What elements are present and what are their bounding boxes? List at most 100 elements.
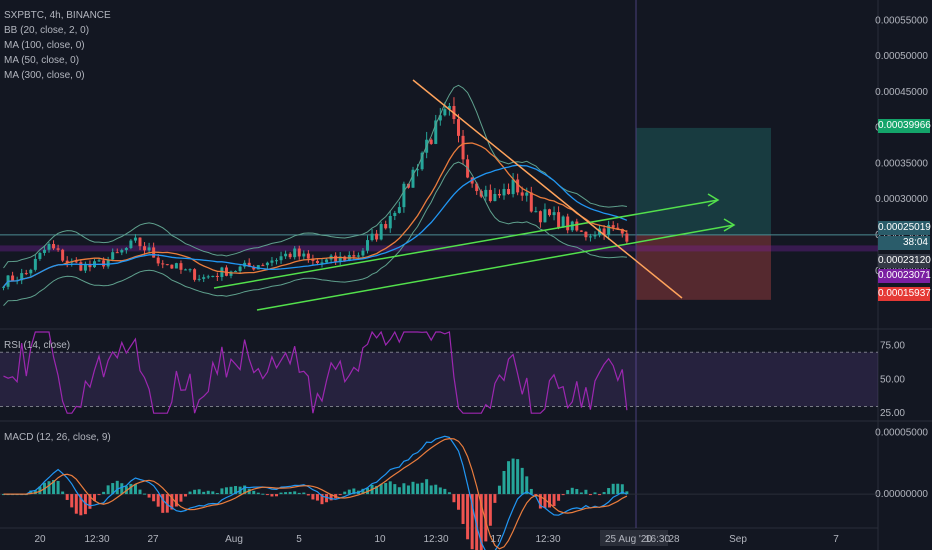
candle <box>124 248 128 251</box>
indicator-ma300[interactable]: MA (300, close, 0) <box>4 70 85 81</box>
rsi-label[interactable]: RSI (14, close) <box>4 340 71 351</box>
macd-line <box>3 435 628 550</box>
candle <box>29 269 33 274</box>
macd-histogram-bar <box>434 484 438 495</box>
macd-histogram-bar <box>156 494 160 507</box>
candle <box>138 237 142 247</box>
candle <box>56 248 60 250</box>
macd-histogram-bar <box>443 488 447 495</box>
candle <box>297 248 301 257</box>
rsi-line <box>3 330 628 414</box>
macd-histogram-bar <box>352 488 356 495</box>
macd-histogram-bar <box>61 491 65 495</box>
macd-histogram-bar <box>47 481 51 495</box>
candle <box>115 252 119 254</box>
profit-zone <box>636 127 771 235</box>
candle <box>224 267 228 276</box>
macd-histogram-bar <box>466 494 470 540</box>
candle <box>375 233 379 240</box>
macd-histogram-bar <box>193 489 197 495</box>
candle <box>416 169 420 171</box>
candle <box>61 249 65 261</box>
macd-histogram-bar <box>288 491 292 495</box>
macd-tick-label: 0.00005000 <box>875 427 928 438</box>
time-tick-label: 10 <box>374 534 386 545</box>
candle <box>620 228 624 234</box>
candle <box>511 179 515 195</box>
candle <box>325 259 329 263</box>
candle <box>388 215 392 229</box>
macd-histogram-bar <box>165 494 169 513</box>
macd-histogram-bar <box>588 494 592 496</box>
candle <box>111 252 115 260</box>
main-legend: SXPBTC, 4h, BINANCE BB (20, close, 2, 0)… <box>4 8 111 83</box>
candle <box>457 119 460 136</box>
candle <box>129 240 133 249</box>
candle <box>543 209 547 223</box>
candle <box>343 256 347 261</box>
macd-histogram-bar <box>79 494 83 516</box>
rsi-tick-label: 75.00 <box>880 341 905 352</box>
macd-histogram-bar <box>306 494 310 496</box>
candle <box>65 260 69 263</box>
macd-histogram-bar <box>507 461 511 495</box>
indicator-bb[interactable]: BB (20, close, 2, 0) <box>4 25 90 36</box>
candle <box>438 115 442 121</box>
macd-histogram-bar <box>279 492 283 495</box>
macd-histogram-bar <box>452 494 456 503</box>
candle <box>434 120 438 144</box>
candle <box>147 247 151 251</box>
candle <box>602 228 606 235</box>
macd-histogram-bar <box>311 494 315 500</box>
macd-histogram-bar <box>56 480 60 495</box>
price-tick-label: 0.00035000 <box>875 158 928 169</box>
macd-histogram-bar <box>593 492 597 495</box>
candle <box>133 237 137 241</box>
macd-histogram-bar <box>197 489 201 495</box>
candle <box>202 277 206 279</box>
candle <box>47 244 51 250</box>
macd-histogram-bar <box>388 481 392 495</box>
candle <box>334 255 338 262</box>
macd-histogram-bar <box>284 492 288 495</box>
candle <box>238 266 242 272</box>
macd-histogram-bar <box>420 482 424 495</box>
macd-histogram-bar <box>607 488 611 495</box>
macd-histogram-bar <box>320 494 324 505</box>
time-tick-label: 20 <box>34 534 46 545</box>
candle <box>247 262 251 267</box>
macd-histogram-bar <box>170 494 174 510</box>
macd-histogram-bar <box>461 494 465 524</box>
candle <box>593 235 597 237</box>
candle <box>338 256 342 262</box>
rsi-tick-label: 25.00 <box>880 408 905 419</box>
macd-histogram-bar <box>570 487 574 495</box>
time-tick-label: 17 <box>490 534 502 545</box>
indicator-ma50[interactable]: MA (50, close, 0) <box>4 55 80 66</box>
macd-histogram-bar <box>416 483 420 495</box>
indicator-ma100[interactable]: MA (100, close, 0) <box>4 40 85 51</box>
macd-signal-line <box>3 437 628 550</box>
price-tick-label: 0.00045000 <box>875 87 928 98</box>
candle <box>33 258 37 270</box>
macd-histogram-bar <box>325 494 329 503</box>
macd-histogram-bar <box>425 479 429 495</box>
macd-histogram-bar <box>470 494 474 550</box>
candle <box>429 139 433 144</box>
candle <box>79 262 83 271</box>
crosshair-time-label: 16:30 <box>645 534 670 545</box>
price-tick-label: 0.00050000 <box>875 51 928 62</box>
countdown-tag: 38:04 <box>878 236 930 250</box>
macd-label[interactable]: MACD (12, 26, close, 9) <box>4 432 111 443</box>
symbol-label[interactable]: SXPBTC, 4h, BINANCE <box>4 10 111 21</box>
candle <box>406 183 410 188</box>
macd-histogram-bar <box>70 494 74 508</box>
macd-histogram-bar <box>338 494 342 496</box>
macd-histogram-bar <box>411 481 415 495</box>
candle <box>402 183 406 208</box>
time-tick-label: 7 <box>833 534 839 545</box>
loss-zone <box>636 234 771 300</box>
candle <box>493 193 497 202</box>
